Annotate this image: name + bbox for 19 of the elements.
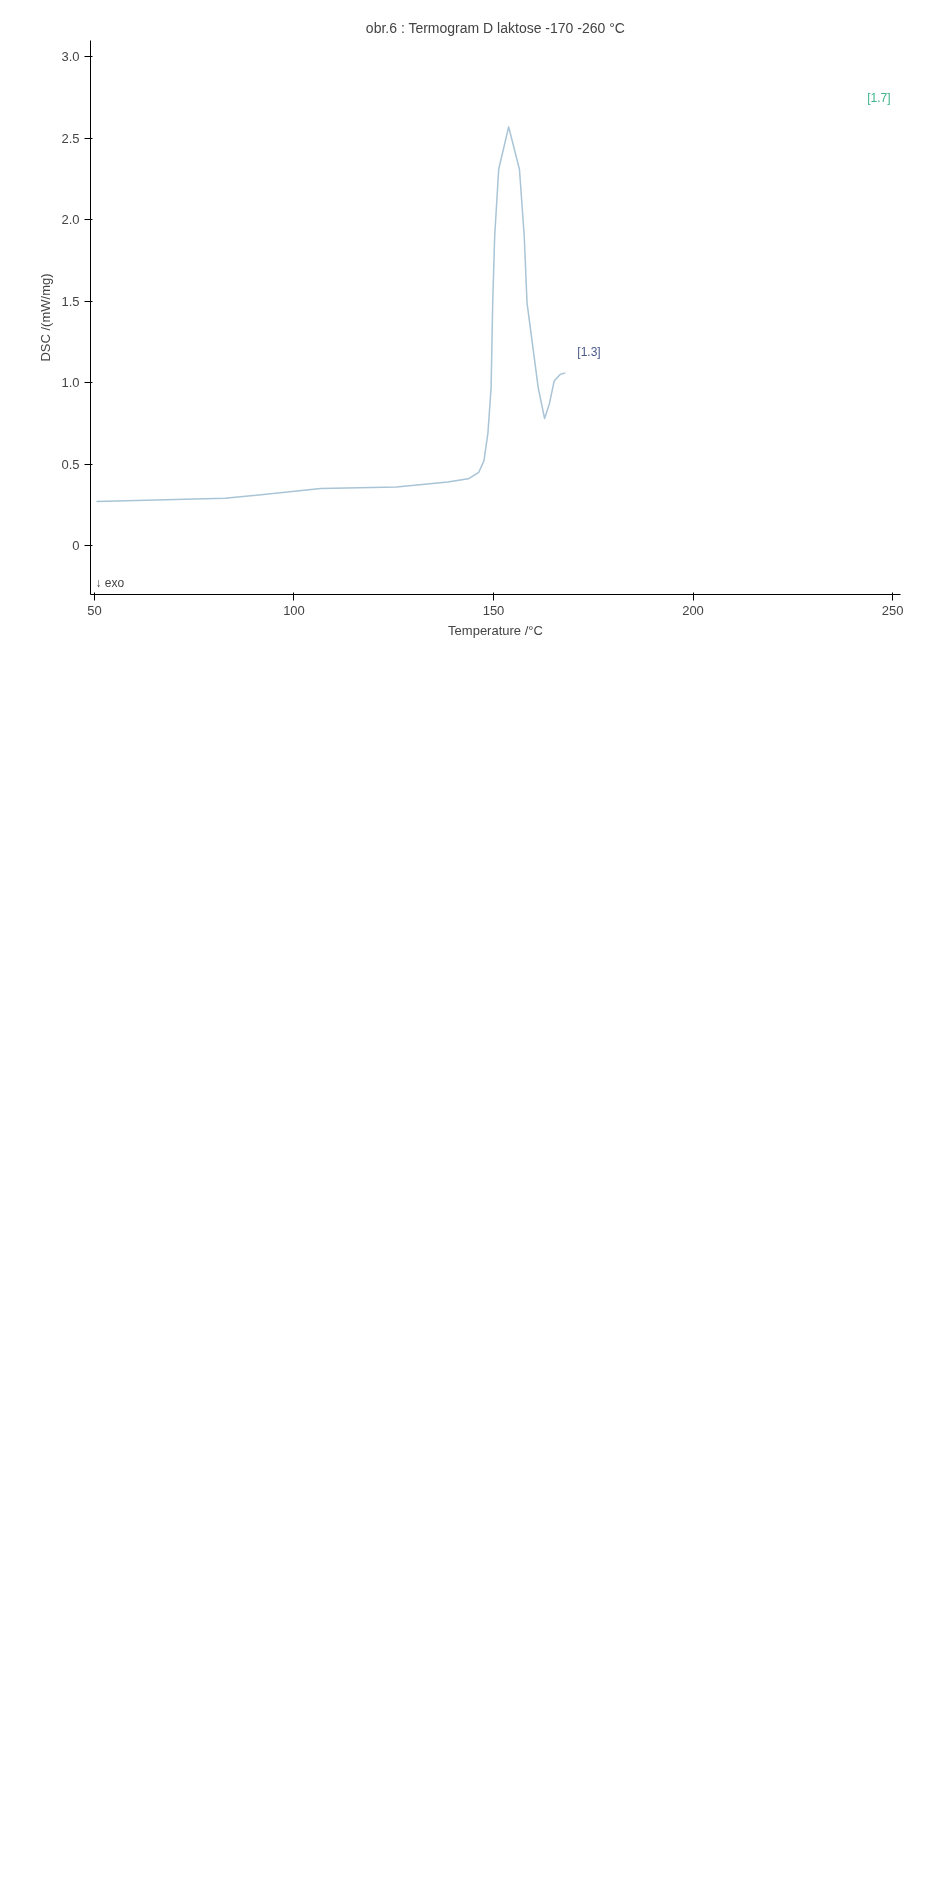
y-axis-title: DSC /(mW/mg) xyxy=(38,273,54,362)
y-tick-label: 3.0 xyxy=(61,49,80,65)
annotation: [1.3] xyxy=(577,344,601,359)
x-tick-label: 250 xyxy=(881,602,904,618)
x-tick-label: 50 xyxy=(87,602,102,618)
x-tick-label: 100 xyxy=(283,602,305,618)
y-tick-label: 1.5 xyxy=(61,293,80,309)
y-tick-label: 0 xyxy=(72,538,80,554)
x-axis-title: Temperature /°C xyxy=(448,622,543,638)
x-tick-label: 150 xyxy=(482,602,505,618)
x-tick-label: 200 xyxy=(682,602,704,618)
y-tick-label: 1.0 xyxy=(61,375,80,391)
annotation: ↓ exo xyxy=(95,575,125,590)
annotation: [1.7] xyxy=(867,90,891,105)
y-tick-label: 2.5 xyxy=(61,130,80,146)
line-series xyxy=(95,126,567,503)
chart-title: obr.6 : Termogram D laktose -170 -260 °C xyxy=(365,19,625,36)
y-tick-label: 2.0 xyxy=(61,212,80,228)
y-tick-label: 0.5 xyxy=(61,456,80,472)
